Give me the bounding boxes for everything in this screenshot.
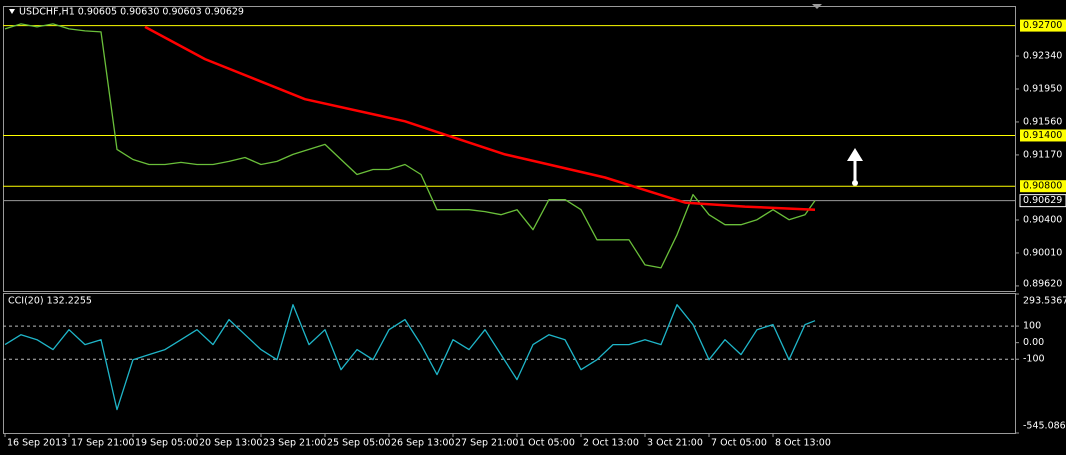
x-tick-label: 16 Sep 2013 — [7, 438, 67, 449]
price-panel — [3, 6, 1016, 292]
current-price-box — [1019, 194, 1066, 208]
arrow-object — [847, 148, 863, 186]
y-tick-label: 293.5367 — [1023, 296, 1066, 307]
y-tick-label: -100 — [1023, 354, 1045, 365]
y-tick-label: 0.91950 — [1023, 83, 1062, 94]
x-tick-label: 27 Sep 21:00 — [455, 438, 518, 449]
indicator-title: CCI(20) 132.2255 — [8, 296, 92, 307]
x-tick-label: 8 Oct 13:00 — [775, 438, 831, 449]
level-label: 0.91400 — [1023, 130, 1062, 141]
x-tick-label: 7 Oct 05:00 — [711, 438, 767, 449]
level-label: 0.92700 — [1023, 20, 1062, 31]
x-tick-label: 17 Sep 21:00 — [71, 438, 134, 449]
level-label: 0.90800 — [1023, 181, 1062, 192]
y-tick-label: 0.91560 — [1023, 116, 1062, 127]
level-label-box — [1020, 129, 1066, 142]
current-price-label: 0.90629 — [1023, 195, 1062, 206]
y-tick-label: 100 — [1023, 321, 1041, 332]
series-line — [4, 23, 816, 269]
x-tick-label: 23 Sep 21:00 — [263, 438, 326, 449]
x-tick-label: 3 Oct 21:00 — [647, 438, 703, 449]
y-tick-label: -545.0866 — [1023, 421, 1066, 432]
scroll-marker — [812, 4, 822, 9]
x-tick-label: 26 Sep 13:00 — [391, 438, 454, 449]
y-tick-label: 0.92340 — [1023, 51, 1062, 62]
y-tick-label: 0.90010 — [1023, 247, 1062, 258]
chart-title: USDCHF,H1 0.90605 0.90630 0.90603 0.9062… — [19, 7, 244, 18]
x-tick-label: 2 Oct 13:00 — [583, 438, 639, 449]
y-tick-label: 0.90400 — [1023, 215, 1062, 226]
cci-panel — [3, 293, 1016, 434]
level-label-box — [1020, 19, 1066, 32]
series-line — [4, 304, 816, 411]
x-tick-label: 1 Oct 05:00 — [519, 438, 575, 449]
y-tick-label: 0.91170 — [1023, 149, 1062, 160]
x-tick-label: 25 Sep 05:00 — [327, 438, 390, 449]
y-tick-label: 0.89620 — [1023, 279, 1062, 290]
x-tick-label: 19 Sep 05:00 — [135, 438, 198, 449]
x-tick-label: 20 Sep 13:00 — [199, 438, 262, 449]
series-line — [144, 25, 816, 211]
y-tick-label: 0.00 — [1023, 337, 1044, 348]
menu-triangle[interactable] — [9, 9, 15, 14]
level-label-box — [1020, 180, 1066, 193]
